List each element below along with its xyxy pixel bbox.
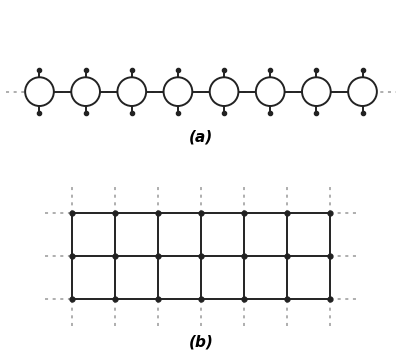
- Text: (b): (b): [188, 334, 213, 349]
- Circle shape: [25, 77, 54, 106]
- Circle shape: [163, 77, 192, 106]
- Circle shape: [255, 77, 284, 106]
- Circle shape: [347, 77, 376, 106]
- Text: (a): (a): [188, 130, 213, 145]
- Circle shape: [209, 77, 238, 106]
- Circle shape: [301, 77, 330, 106]
- Circle shape: [117, 77, 146, 106]
- Circle shape: [71, 77, 100, 106]
